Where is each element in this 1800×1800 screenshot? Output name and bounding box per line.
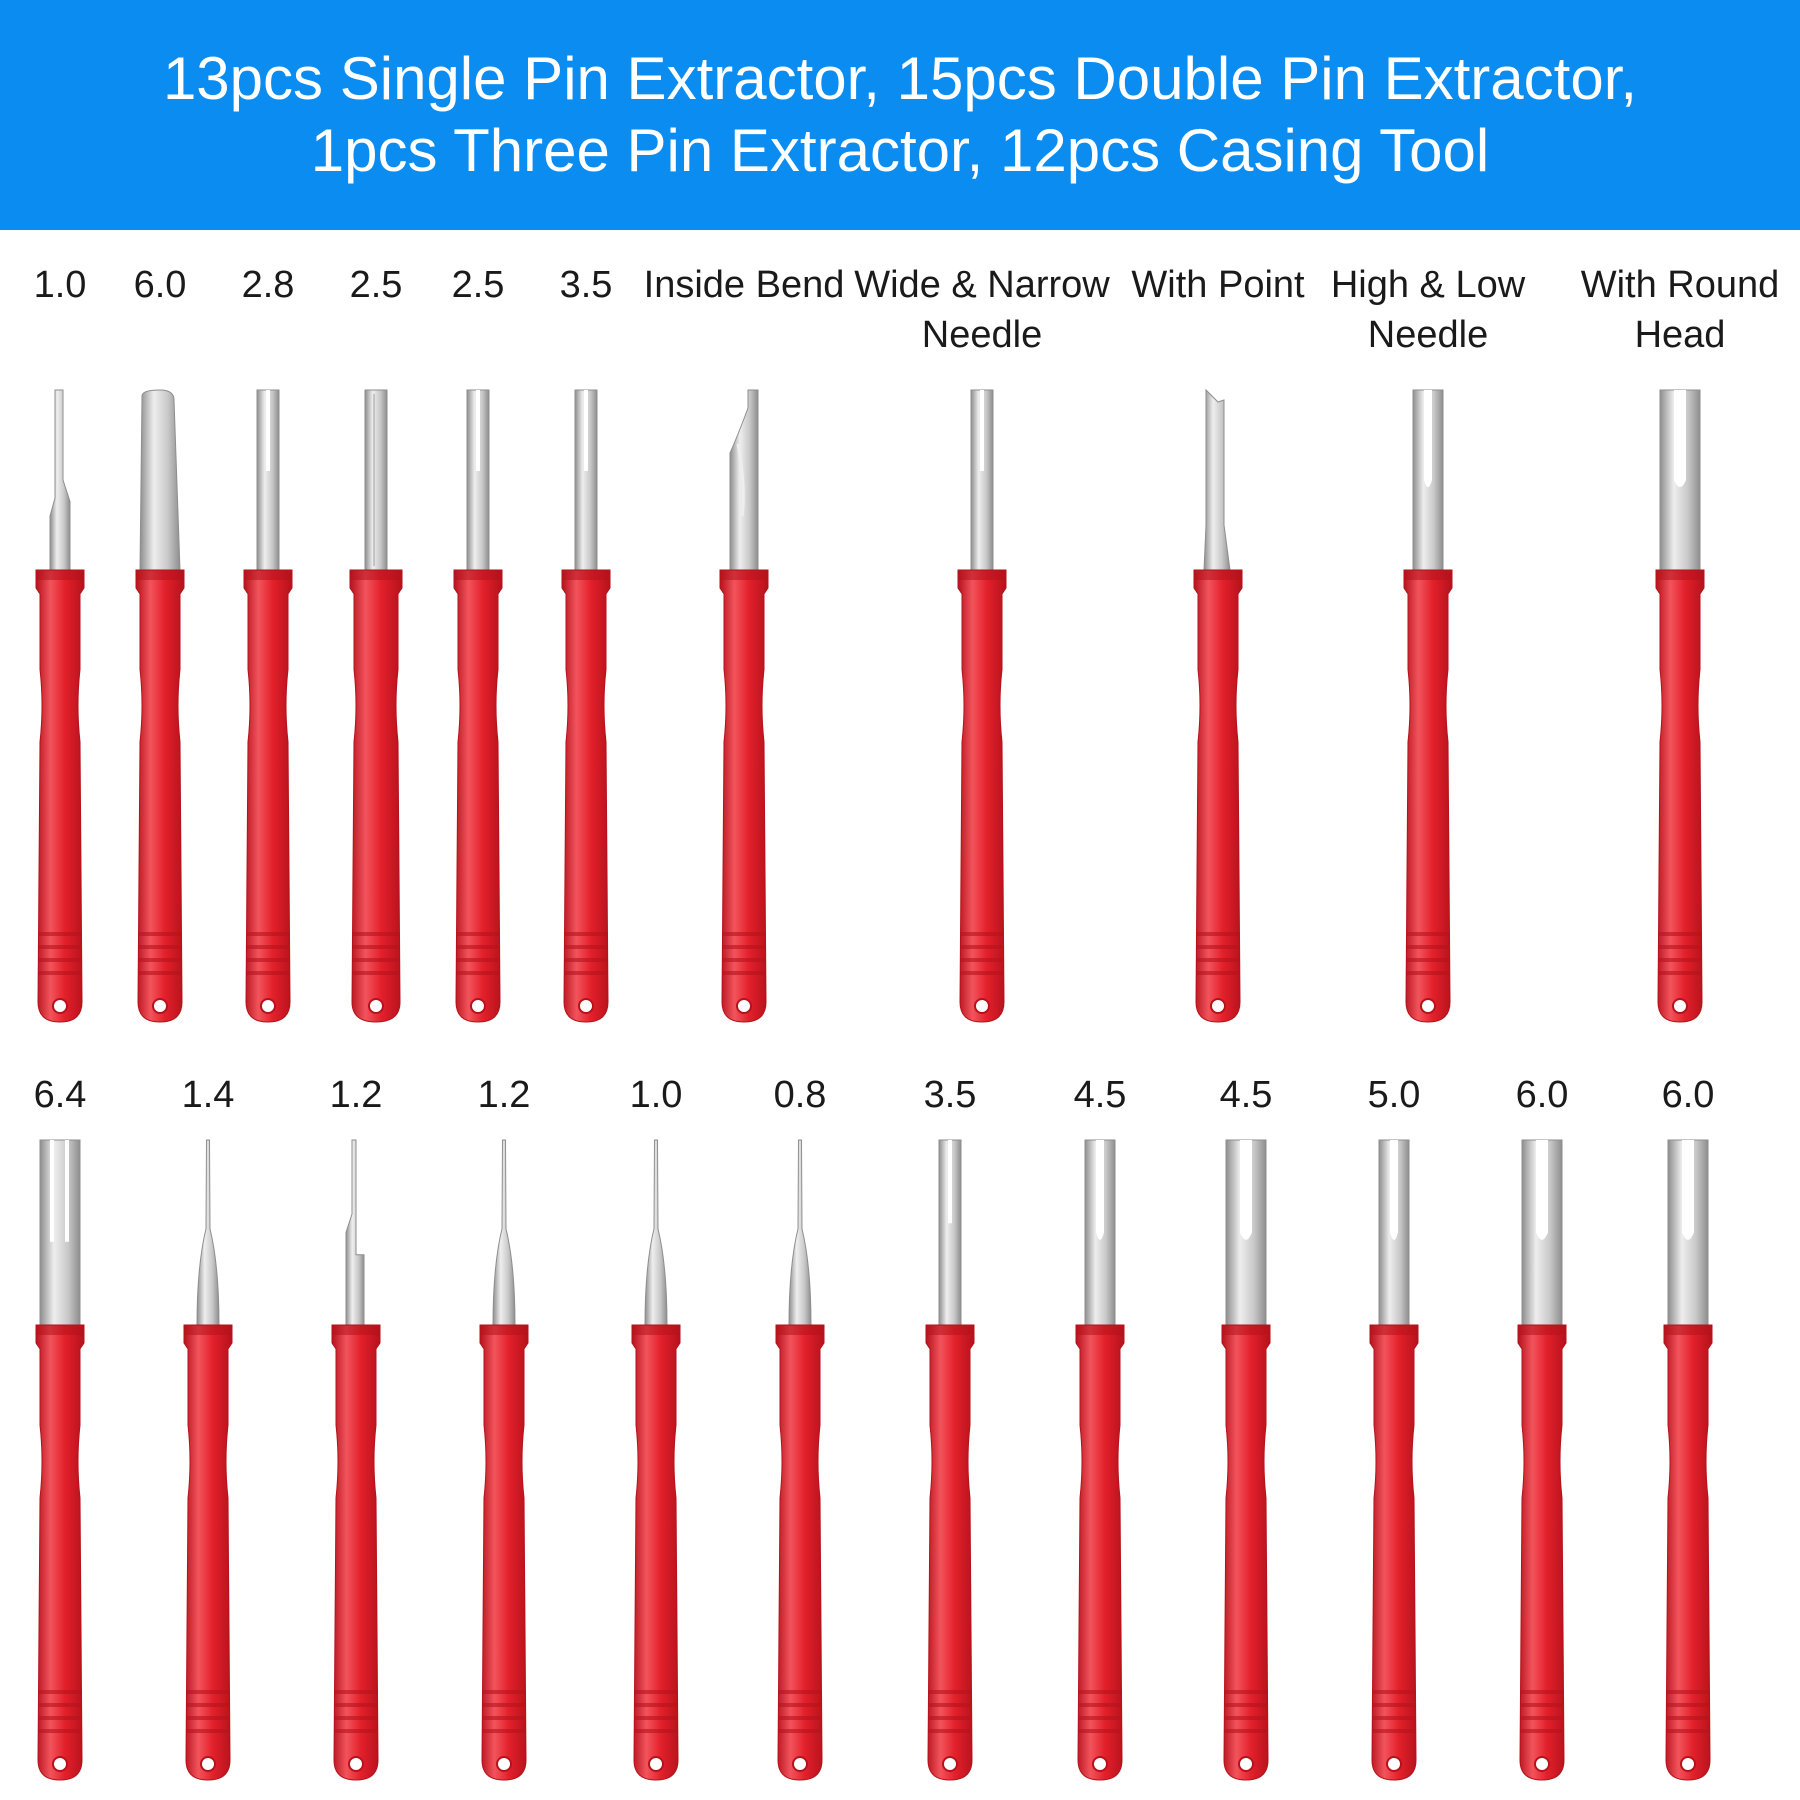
metal-tip [139,389,181,571]
tool-drawing [1655,389,1705,1023]
tool-drawing [719,389,769,1023]
red-handle [1221,1324,1271,1781]
tool-size-label: 4.5 [1073,1074,1127,1116]
tool-drawing [1221,1139,1271,1781]
tool-size-label: 6.0 [1661,1074,1715,1116]
tool-size-label: 0.8 [773,1074,827,1116]
tool-drawing [1663,1139,1713,1781]
tool-size-label: Wide & Narrow Needle [854,264,1110,356]
metal-tip [345,1139,365,1326]
red-handle [775,1324,825,1781]
tool-drawing [243,389,293,1023]
red-handle [331,1324,381,1781]
tool-size-label: 6.0 [1515,1074,1569,1116]
tool-drawing [453,389,503,1023]
tool-size-label: 3.5 [559,264,613,306]
tool-size-label: 1.0 [33,264,87,306]
metal-tip [196,1139,220,1326]
metal-tip [1084,1139,1116,1326]
tool-drawing [1517,1139,1567,1781]
tool-drawing [35,1139,85,1781]
tool-drawing [631,1139,681,1781]
tool-size-label: 1.2 [477,1074,531,1116]
tool-drawing [1403,389,1453,1023]
metal-tip [1412,389,1444,571]
tool-size-label: 3.5 [923,1074,977,1116]
tool-size-label: High & Low Needle [1330,264,1526,356]
metal-tip [1378,1139,1410,1326]
red-handle [1517,1324,1567,1781]
tool-drawing [183,1139,233,1781]
metal-tip [1203,388,1231,571]
tool-size-label: With Round Head [1580,264,1780,356]
tool-size-label: 1.0 [629,1074,683,1116]
title-line-2: 1pcs Three Pin Extractor, 12pcs Casing T… [310,117,1490,184]
red-handle [925,1324,975,1781]
tool-drawing [349,389,403,1023]
tool-size-label: Inside Bend [643,264,845,306]
metal-tip [644,1139,668,1326]
tool-drawing [35,389,85,1023]
red-handle [1663,1324,1713,1781]
red-handle [479,1324,529,1781]
tool-size-label: 2.5 [451,264,505,306]
tool-drawing [561,389,611,1023]
metal-tip [492,1139,516,1326]
tool-size-label: 6.0 [133,264,187,306]
red-handle [719,569,769,1023]
tool-size-label: 6.4 [33,1074,87,1116]
red-handle [35,1324,85,1781]
red-handle [631,1324,681,1781]
tool-drawing [925,1139,975,1781]
red-handle [1193,569,1243,1023]
tool-drawing [331,1139,381,1781]
tool-drawing [135,389,185,1023]
red-handle [1655,569,1705,1023]
red-handle [135,569,185,1023]
red-handle [183,1324,233,1781]
metal-tip [256,389,280,571]
tool-drawing [1193,388,1243,1023]
metal-tip [788,1139,812,1326]
red-handle [1075,1324,1125,1781]
tool-drawing [479,1139,529,1781]
red-handle [349,569,403,1023]
tool-size-label: 1.2 [329,1074,383,1116]
title-banner: 13pcs Single Pin Extractor, 15pcs Double… [0,0,1800,230]
tool-size-label: 4.5 [1219,1074,1273,1116]
metal-tip [39,1139,81,1326]
tool-size-label: 2.8 [241,264,295,306]
metal-tip [1667,1139,1709,1326]
tool-drawing [957,389,1007,1023]
tool-size-label: With Point [1131,264,1305,306]
title-line-1: 13pcs Single Pin Extractor, 15pcs Double… [162,45,1638,112]
tool-size-label: 2.5 [349,264,403,306]
metal-tip [729,389,759,571]
metal-tip [938,1139,962,1326]
tool-drawing [775,1139,825,1781]
red-handle [35,569,85,1023]
tool-size-label: 1.4 [181,1074,235,1116]
red-handle [957,569,1007,1023]
red-handle [453,569,503,1023]
red-handle [243,569,293,1023]
red-handle [1403,569,1453,1023]
tool-drawing [1369,1139,1419,1781]
metal-tip [574,389,598,571]
tool-size-label: 5.0 [1367,1074,1421,1116]
red-handle [1369,1324,1419,1781]
tool-drawing [1075,1139,1125,1781]
metal-tip [1225,1139,1267,1326]
metal-tip [1521,1139,1563,1326]
red-handle [561,569,611,1023]
metal-tip [1659,389,1701,571]
